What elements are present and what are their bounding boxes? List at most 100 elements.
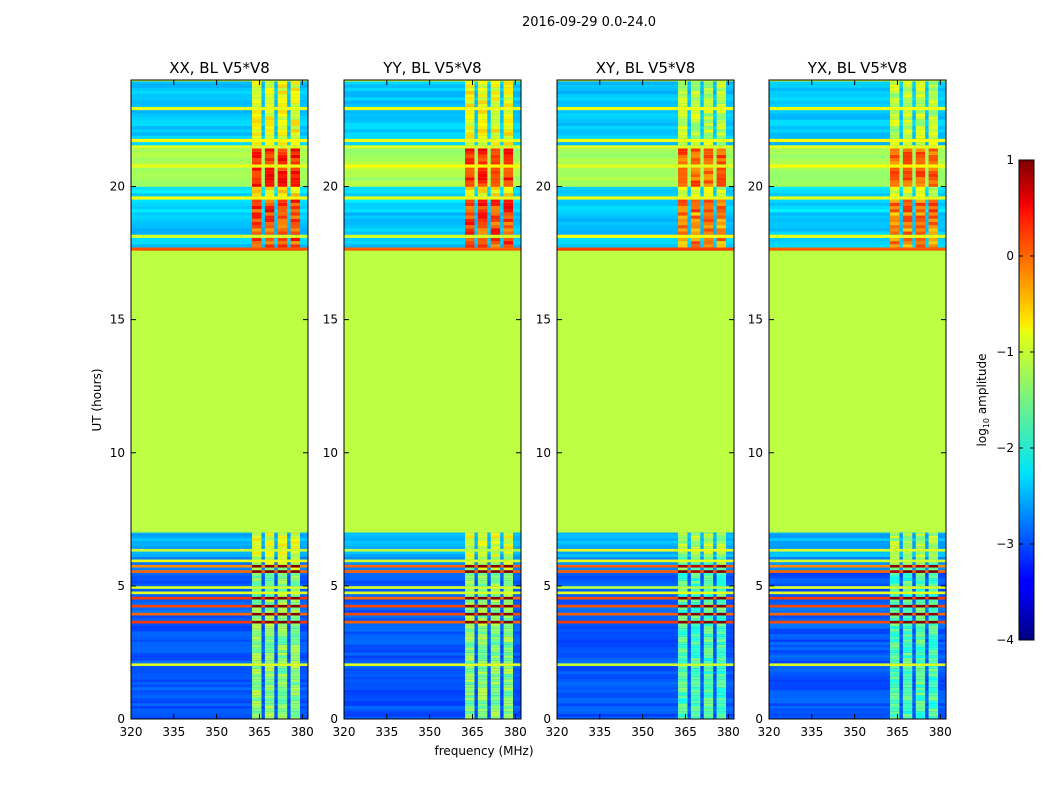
- panel-yy-channel-block: [490, 167, 501, 171]
- panel-xx-channel-block: [277, 671, 288, 675]
- panel-yx-channel-block: [915, 122, 926, 127]
- panel-xx-channel-block: [264, 561, 275, 565]
- panel-xy-band: [557, 218, 734, 222]
- x-tick-label: 335: [375, 725, 398, 739]
- panel-yy-channel-block: [465, 583, 475, 587]
- panel-yx-channel-block: [890, 588, 900, 592]
- panel-xx-channel-block: [290, 593, 301, 597]
- panel-yy-channel-block: [465, 173, 475, 178]
- panel-yx-band: [769, 532, 946, 536]
- panel-yy-channel-block: [490, 543, 501, 547]
- panel-xy-band: [557, 607, 734, 611]
- panel-xy-band: [557, 655, 734, 659]
- panel-yx-channel-block: [928, 116, 939, 120]
- panel-xx-channel-block: [277, 700, 288, 704]
- panel-xy-band: [557, 671, 734, 675]
- panel-xy-channel-block: [678, 170, 688, 175]
- panel-yy-band: [344, 532, 521, 534]
- panel-xy-channel-block: [678, 141, 688, 146]
- panel-xx-channel-block: [252, 689, 262, 693]
- panel-xy-channel-block: [678, 567, 688, 571]
- panel-yx-channel-block: [928, 543, 939, 547]
- panel-yx-channel-block: [928, 132, 939, 136]
- panel-yx-band: [769, 612, 946, 616]
- panel-xy-channel-block: [716, 684, 727, 688]
- panel-xy-channel-block: [703, 218, 714, 222]
- panel-yx-channel-block: [928, 652, 939, 656]
- panel-yy-channel-block: [465, 540, 475, 544]
- panel-yx-channel-block: [928, 215, 939, 219]
- panel-yx-channel-block: [915, 540, 926, 544]
- panel-xx-channel-block: [290, 192, 301, 197]
- panel-xx-channel-block: [264, 128, 275, 133]
- panel-xy-channel-block: [716, 228, 727, 232]
- panel-yx-channel-block: [915, 652, 926, 656]
- panel-yx-channel-block: [902, 607, 913, 611]
- panel-yy-channel-block: [490, 532, 501, 534]
- panel-yx-channel-block: [915, 208, 926, 213]
- panel-yy-channel-block: [503, 160, 514, 165]
- panel-xx-channel-block: [252, 631, 262, 635]
- panel-yx-channel-block: [915, 671, 926, 675]
- panel-xy-channel-block: [690, 564, 701, 568]
- panel-xx-channel-block: [264, 679, 275, 683]
- panel-xy-band: [557, 224, 734, 229]
- panel-yy-channel-block: [503, 543, 514, 547]
- panel-xy-channel-block: [703, 537, 714, 541]
- panel-yx-channel-block: [902, 633, 913, 637]
- panel-xy-channel-block: [716, 561, 727, 565]
- panel-xx-channel-block: [264, 553, 275, 557]
- panel-yx-band: [769, 601, 946, 605]
- panel-xx-channel-block: [252, 583, 262, 587]
- panel-yx-band: [769, 540, 946, 544]
- panel-xy-channel-block: [690, 240, 701, 245]
- panel-yx-band: [769, 537, 946, 541]
- panel-yy-channel-block: [477, 572, 488, 576]
- panel-xx-channel-block: [277, 679, 288, 683]
- panel-xx-channel-block: [264, 113, 275, 117]
- panel-yx-band: [769, 620, 946, 624]
- panel-yx-channel-block: [928, 122, 939, 127]
- panel-yy-channel-block: [503, 205, 514, 210]
- panel-yx-channel-block: [902, 148, 913, 152]
- panel-xx-channel-block: [290, 141, 301, 146]
- panel-xy-channel-block: [716, 668, 727, 672]
- panel-yx-band: [769, 532, 946, 534]
- panel-yx-channel-block: [890, 700, 900, 704]
- panel-xy-channel-block: [678, 639, 688, 643]
- panel-yx-channel-block: [890, 100, 900, 104]
- panel-xx-channel-block: [252, 636, 262, 640]
- panel-xx-band: [131, 647, 308, 651]
- panel-xx-channel-block: [264, 596, 275, 600]
- panel-yy-channel-block: [490, 660, 501, 664]
- panel-yy-channel-block: [465, 154, 475, 159]
- y-tick-label: 0: [755, 712, 763, 726]
- panel-yy-channel-block: [465, 599, 475, 603]
- panel-xy-channel-block: [703, 607, 714, 611]
- panel-yx-channel-block: [890, 705, 900, 709]
- panel-yx-channel-block: [890, 90, 900, 95]
- panel-yy-channel-block: [477, 647, 488, 651]
- panel-xy-channel-block: [678, 87, 688, 91]
- panel-yx-band: [769, 607, 946, 611]
- panel-yx-channel-block: [915, 615, 926, 619]
- panel-xy-band: [557, 692, 734, 696]
- panel-yy-band: [344, 593, 521, 597]
- panel-xx-channel-block: [252, 116, 262, 120]
- panel-yy-channel-block: [477, 660, 488, 664]
- panel-xx-channel-block: [264, 577, 275, 581]
- panel-yy-channel-block: [465, 228, 475, 232]
- panel-yy-channel-block: [490, 116, 501, 120]
- panel-xx-channel-block: [264, 607, 275, 611]
- panel-yy-channel-block: [503, 93, 514, 98]
- panel-yx-channel-block: [915, 593, 926, 597]
- panel-yy-channel-block: [490, 644, 501, 648]
- panel-xy-channel-block: [678, 540, 688, 544]
- panel-yy-channel-block: [490, 132, 501, 136]
- panel-yy-channel-block: [490, 649, 501, 653]
- panel-yy-channel-block: [490, 711, 501, 714]
- panel-yy-channel-block: [503, 199, 514, 203]
- panel-yy-channel-block: [503, 564, 514, 568]
- panel-xy-channel-block: [678, 623, 688, 627]
- panel-yy-band: [344, 655, 521, 659]
